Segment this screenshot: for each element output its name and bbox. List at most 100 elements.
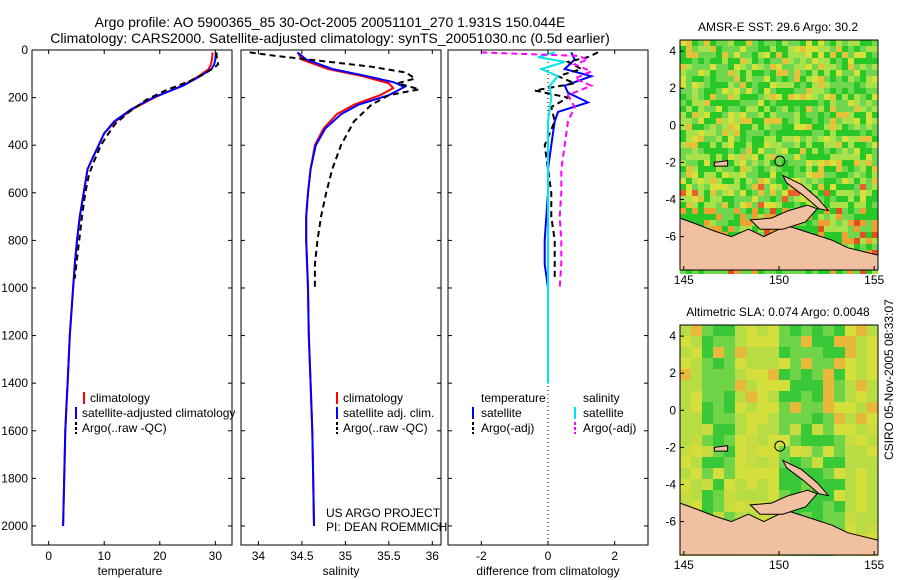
x-tick-label: -2 [476,549,487,563]
map-cell [842,160,848,166]
map-cell [812,160,818,166]
map-cell [788,100,794,106]
series-line-climatology [62,52,214,527]
map-cell [854,226,860,232]
map-cell [764,178,770,184]
map-cell [848,220,854,226]
map-cell [758,46,764,52]
map-cell [854,160,860,166]
map-cell [710,202,716,208]
map-cell [680,369,691,380]
map-cell [752,82,758,88]
map-cell [704,52,710,58]
map-cell [818,178,824,184]
map-cell [768,347,779,358]
map-cell [740,76,746,82]
map-cell [812,118,818,124]
map-cell [801,446,812,457]
map-cell [758,100,764,106]
map-cell [834,468,845,479]
map-cell [834,380,845,391]
map-cell [691,468,702,479]
map-cell [710,40,716,46]
map-cell [806,100,812,106]
map-cell [872,94,878,100]
map-cell [788,40,794,46]
map-cell [752,166,758,172]
map-cell [848,232,854,238]
map-cell [806,226,812,232]
map-cell [776,70,782,76]
map-cell [867,391,878,402]
map-cell [866,70,872,76]
map-cell [716,40,722,46]
map-cell [710,148,716,154]
map-cell [698,58,704,64]
map-cell [757,490,768,501]
map-cell [834,490,845,501]
map-cell [735,413,746,424]
figure-title-line1: Argo profile: AO 5900365_85 30-Oct-2005 … [94,14,566,30]
map-cell [782,94,788,100]
map-cell [716,268,722,274]
map-cell [722,166,728,172]
map-cell [818,130,824,136]
legend-label-sal-argo: Argo(-adj) [583,421,636,435]
map-cell [735,457,746,468]
map-cell [872,220,878,226]
map-cell [692,172,698,178]
map-cell [680,118,686,124]
map-cell [680,214,686,220]
map-cell [770,154,776,160]
map-cell [691,369,702,380]
map-cell [872,178,878,184]
map-cell [823,468,834,479]
y-tick-label: 2000 [1,519,28,533]
map-cell [818,58,824,64]
map-cell [856,424,867,435]
map-cell [692,214,698,220]
map-cell [724,325,735,336]
map-cell [812,88,818,94]
map-cell [830,226,836,232]
map-cell [740,64,746,70]
map-cell [686,202,692,208]
map-cell [845,413,856,424]
map-cell [722,142,728,148]
map-cell [830,52,836,58]
map-cell [713,336,724,347]
map-cell [764,142,770,148]
map-cell [722,40,728,46]
map-cell [724,446,735,457]
map-cell [692,136,698,142]
map-cell [794,202,800,208]
x-tick-label: 35.5 [377,549,401,563]
map-cell [770,190,776,196]
x-tick-label: 20 [153,549,167,563]
map-cell [800,112,806,118]
map-cell [716,124,722,130]
map-cell [788,94,794,100]
map-cell [856,391,867,402]
map-cell [716,202,722,208]
map-cell [680,268,686,274]
map-cell [698,136,704,142]
map-cell [740,190,746,196]
map-cell [867,336,878,347]
y-tick-label: 1400 [1,376,28,390]
map-cell [764,166,770,172]
map-cell [854,142,860,148]
map-cell [866,154,872,160]
map-cell [710,226,716,232]
map-cell [758,208,764,214]
map-cell [824,100,830,106]
map-cell [692,124,698,130]
map-cell [716,52,722,58]
map-cell [698,154,704,160]
map-cell [824,214,830,220]
map-cell [812,70,818,76]
legend-label-sal-satellite: satellite [583,406,624,420]
map-cell [770,160,776,166]
map-cell [856,413,867,424]
map-cell [770,70,776,76]
